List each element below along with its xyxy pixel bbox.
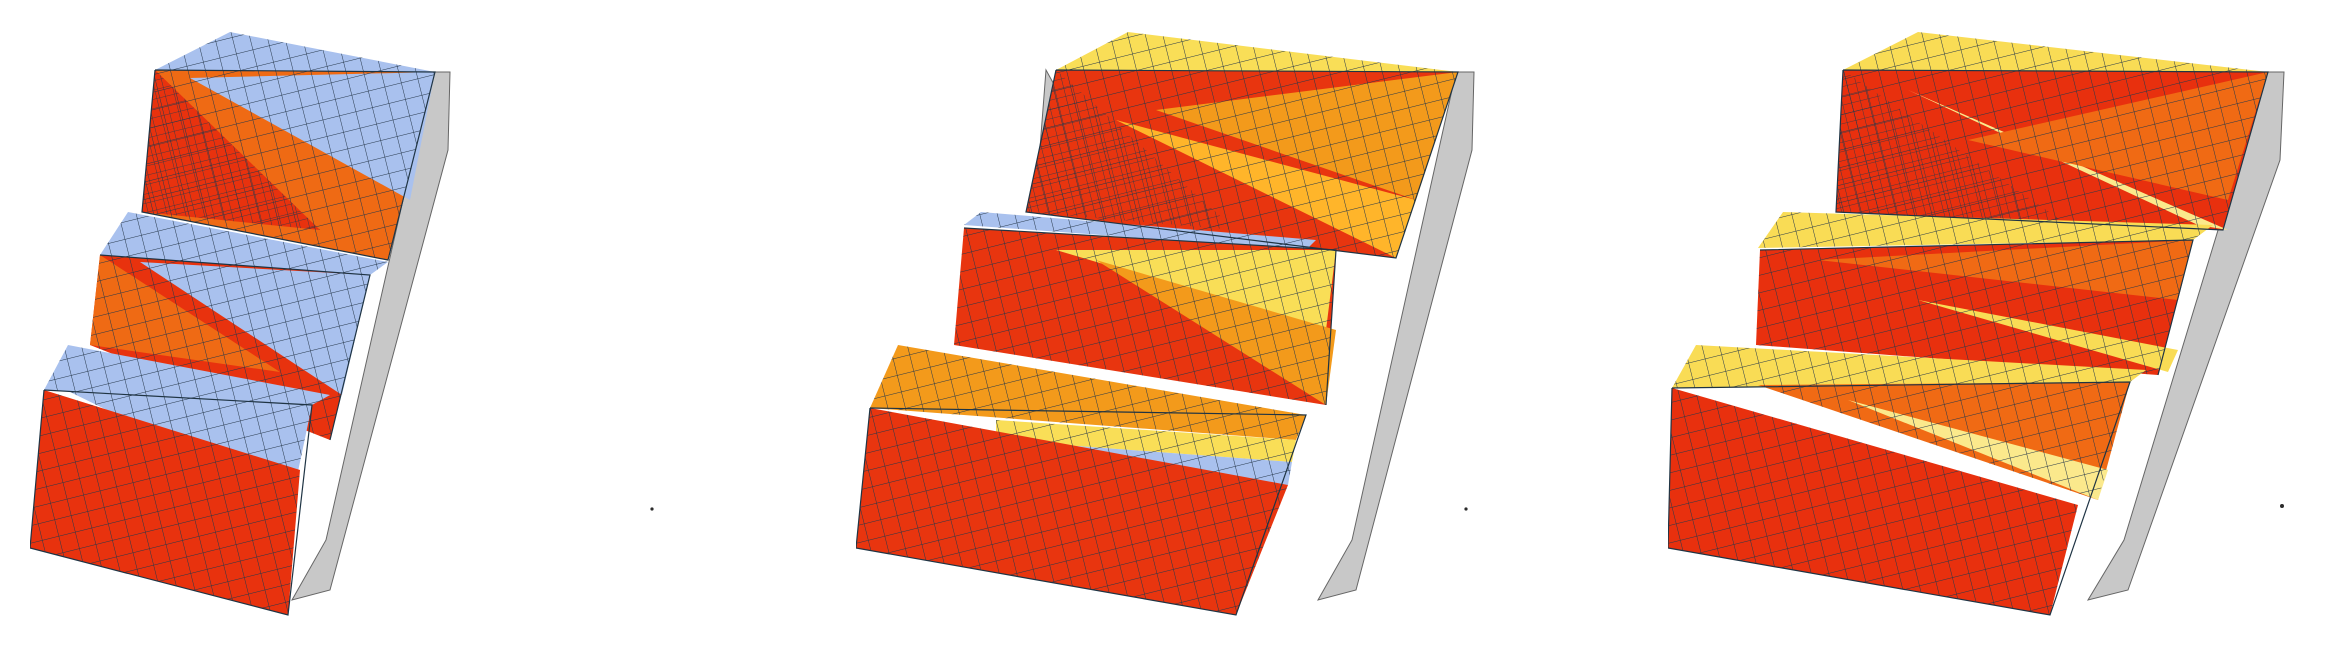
panel-right bbox=[1668, 0, 2308, 640]
marker-dot-right bbox=[2280, 504, 2284, 508]
folded-surface-middle bbox=[856, 32, 1475, 616]
panel-middle bbox=[856, 0, 1496, 640]
folded-surface-left bbox=[30, 32, 451, 616]
side-wall bbox=[290, 71, 451, 601]
marker-dot-middle bbox=[1464, 507, 1468, 511]
folded-surface-right bbox=[1668, 32, 2285, 616]
side-wall bbox=[1316, 71, 1475, 601]
marker-dot-left bbox=[650, 507, 654, 511]
side-wall bbox=[2086, 71, 2285, 601]
panel-left bbox=[30, 0, 670, 640]
